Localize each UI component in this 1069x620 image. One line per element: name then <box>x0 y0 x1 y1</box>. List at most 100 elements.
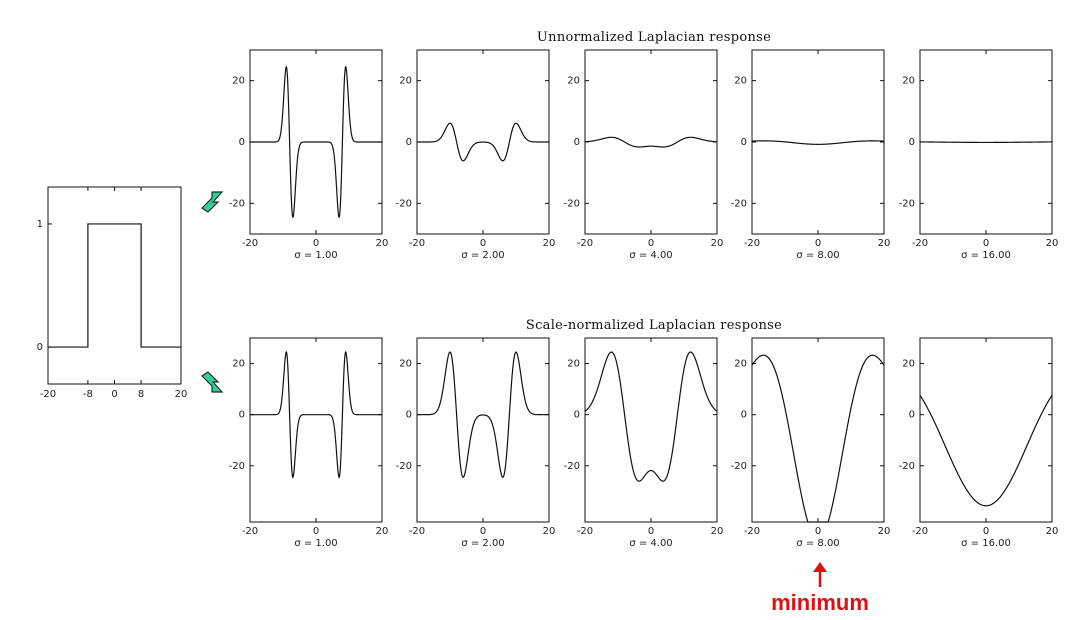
x-tick-label: 20 <box>711 526 724 537</box>
panel-unnormalized-sigma-1: 20 0 -20 -20 0 20 σ = 1.00 <box>229 49 389 261</box>
sigma-label: σ = 1.00 <box>294 250 337 261</box>
y-tick-label: -20 <box>731 461 747 472</box>
x-tick-label: -20 <box>409 238 425 249</box>
x-tick-label: 20 <box>543 238 556 249</box>
input-x-tick-label: 8 <box>138 389 144 400</box>
panel-normalized-sigma-8: 20 0 -20 -20 0 20 σ = 8.00 <box>731 337 891 549</box>
y-tick-label: -20 <box>396 198 412 209</box>
response-curve <box>584 351 718 482</box>
y-tick-label: 20 <box>567 359 580 370</box>
response-curve <box>417 351 549 478</box>
response-curve <box>584 136 718 148</box>
response-curve <box>920 141 1052 144</box>
x-tick-label: 0 <box>480 238 486 249</box>
panel-frame <box>249 337 383 523</box>
panel-unnormalized-sigma-4: 20 0 -20 -20 0 20 σ = 4.00 <box>564 49 724 261</box>
minimum-annotation: minimum <box>771 562 869 615</box>
y-tick-label: 0 <box>909 410 915 421</box>
response-curve <box>250 350 382 479</box>
x-tick-label: 20 <box>878 526 891 537</box>
panel-frame <box>919 337 1053 523</box>
panel-normalized-sigma-16: 20 0 -20 -20 0 20 σ = 16.00 <box>899 337 1059 549</box>
y-tick-label: -20 <box>899 461 915 472</box>
x-tick-label: 20 <box>1046 526 1059 537</box>
y-tick-label: 20 <box>902 359 915 370</box>
y-tick-label: 0 <box>239 137 245 148</box>
input-box-signal <box>48 223 181 348</box>
sigma-label: σ = 16.00 <box>961 538 1011 549</box>
y-tick-label: 0 <box>406 137 412 148</box>
sigma-label: σ = 1.00 <box>294 538 337 549</box>
x-tick-label: 20 <box>878 238 891 249</box>
unnormalized-row-title: Unnormalized Laplacian response <box>537 30 771 45</box>
y-tick-label: -20 <box>396 461 412 472</box>
x-tick-label: 20 <box>543 526 556 537</box>
panel-normalized-sigma-4: 20 0 -20 -20 0 20 σ = 4.00 <box>564 337 724 549</box>
y-tick-label: 0 <box>406 410 412 421</box>
response-curve <box>751 354 885 523</box>
sigma-label: σ = 16.00 <box>961 250 1011 261</box>
panel-frame <box>751 49 885 235</box>
sigma-label: σ = 4.00 <box>629 250 672 261</box>
panel-frame <box>584 49 718 235</box>
y-tick-label: 20 <box>734 76 747 87</box>
x-tick-label: 0 <box>815 238 821 249</box>
x-tick-label: 0 <box>313 526 319 537</box>
normalized-row-title: Scale-normalized Laplacian response <box>526 318 782 333</box>
arrow-to-normalized-row <box>201 371 224 393</box>
panel-frame <box>416 337 550 523</box>
sigma-label: σ = 4.00 <box>629 538 672 549</box>
y-tick-label: -20 <box>564 198 580 209</box>
x-tick-label: -20 <box>577 238 593 249</box>
input-x-ticks: -20 -8 0 8 20 <box>40 187 188 400</box>
input-x-tick-label: -20 <box>40 389 56 400</box>
sigma-label: σ = 2.00 <box>461 250 504 261</box>
y-tick-label: 20 <box>399 76 412 87</box>
y-tick-label: 0 <box>239 410 245 421</box>
sigma-label: σ = 8.00 <box>796 250 839 261</box>
panel-frame <box>751 337 885 523</box>
x-tick-label: 0 <box>648 526 654 537</box>
input-x-tick-label: -8 <box>83 389 93 400</box>
x-tick-label: -20 <box>577 526 593 537</box>
green-arrow-icon <box>201 191 224 213</box>
x-tick-label: 0 <box>983 526 989 537</box>
panel-unnormalized-sigma-2: 20 0 -20 -20 0 20 σ = 2.00 <box>396 49 556 261</box>
input-x-tick-label: 0 <box>111 389 117 400</box>
minimum-arrow-head-icon <box>813 562 827 572</box>
x-tick-label: -20 <box>912 238 928 249</box>
x-tick-label: 20 <box>711 238 724 249</box>
y-tick-label: 0 <box>574 410 580 421</box>
x-tick-label: -20 <box>744 526 760 537</box>
panel-unnormalized-sigma-8: 20 0 -20 -20 0 20 σ = 8.00 <box>731 49 891 261</box>
y-tick-label: 0 <box>909 137 915 148</box>
x-tick-label: -20 <box>242 238 258 249</box>
x-tick-label: -20 <box>744 238 760 249</box>
minimum-label: minimum <box>771 590 869 615</box>
panel-unnormalized-sigma-16: 20 0 -20 -20 0 20 σ = 16.00 <box>899 49 1058 261</box>
sigma-label: σ = 8.00 <box>796 538 839 549</box>
y-tick-label: 0 <box>574 137 580 148</box>
y-tick-label: 0 <box>741 137 747 148</box>
response-curve <box>919 394 1053 507</box>
x-tick-label: 0 <box>480 526 486 537</box>
input-x-tick-label: 20 <box>175 389 188 400</box>
x-tick-label: 0 <box>648 238 654 249</box>
y-tick-label: 0 <box>741 410 747 421</box>
response-curve <box>417 122 549 162</box>
y-tick-label: 20 <box>902 76 915 87</box>
x-tick-label: 20 <box>376 238 389 249</box>
y-tick-label: 20 <box>232 359 245 370</box>
y-tick-label: 20 <box>399 359 412 370</box>
y-tick-label: 20 <box>734 359 747 370</box>
input-y-ticks: 01 <box>37 219 52 353</box>
x-tick-label: -20 <box>912 526 928 537</box>
sigma-label: σ = 2.00 <box>461 538 504 549</box>
panels: 20 0 -20 -20 0 20 σ = 1.00 20 0 -20 -20 0 20 σ = 2.00… <box>229 49 1059 549</box>
y-tick-label: -20 <box>564 461 580 472</box>
arrow-to-unnormalized-row <box>201 191 224 213</box>
y-tick-label: -20 <box>731 198 747 209</box>
x-tick-label: 0 <box>983 238 989 249</box>
input-y-tick-label: 1 <box>37 219 43 230</box>
